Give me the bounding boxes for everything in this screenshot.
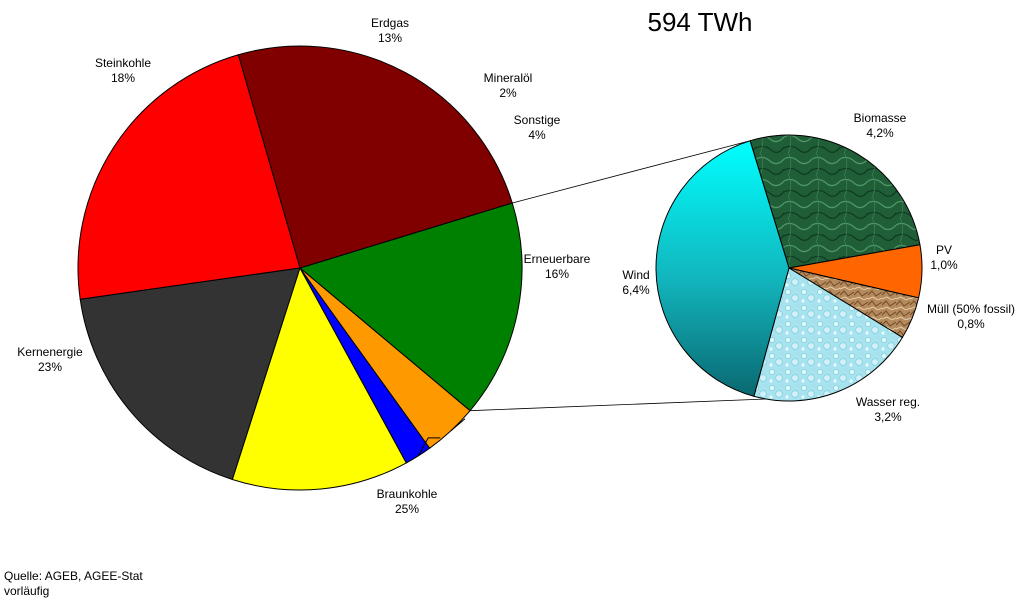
sub-slice-wind — [655, 140, 790, 397]
pie-slice-kernenergie — [77, 54, 301, 300]
slice-label-braunkohle: Braunkohle — [377, 487, 438, 501]
slice-label-steinkohle: Steinkohle — [95, 56, 151, 70]
slice-value-mineral-l: 2% — [499, 86, 517, 100]
connector-line-top — [512, 138, 757, 204]
pie-slice-sonstige — [299, 267, 471, 449]
slice-label-erneuerbare: Erneuerbare — [524, 252, 591, 266]
chart-title: 594 TWh — [647, 7, 752, 37]
slice-value-kernenergie: 23% — [38, 360, 62, 374]
pie-slice-erdgas — [231, 266, 407, 491]
sub-slice-wasser-reg — [753, 267, 904, 402]
leader-line-mineraloel — [417, 437, 441, 457]
connector-line-bottom — [470, 398, 766, 412]
connector-lines — [470, 138, 766, 412]
sub-value-biomasse: 4,2% — [866, 126, 894, 140]
pie-slice-steinkohle — [79, 267, 301, 481]
slice-label-sonstige: Sonstige — [514, 113, 561, 127]
sub-value-wind: 6,4% — [622, 283, 650, 297]
sub-label-biomasse: Biomasse — [854, 111, 907, 125]
slice-label-erdgas: Erdgas — [371, 16, 409, 30]
source-line: Quelle: AGEB, AGEE-Stat — [4, 569, 143, 583]
slice-label-mineral-l: Mineralöl — [484, 71, 533, 85]
sub-label-m-ll-50-fossil: Müll (50% fossil) — [927, 302, 1015, 316]
source-status: vorläufig — [4, 584, 50, 598]
slice-value-erdgas: 13% — [378, 31, 402, 45]
pie-slice-braunkohle — [237, 45, 513, 269]
slice-value-erneuerbare: 16% — [545, 267, 569, 281]
slice-value-sonstige: 4% — [528, 128, 546, 142]
main-pie — [77, 45, 523, 491]
slice-value-braunkohle: 25% — [395, 502, 419, 516]
sub-value-m-ll-50-fossil: 0,8% — [957, 317, 985, 331]
renewables-pie — [655, 134, 923, 402]
slice-value-steinkohle: 18% — [111, 71, 135, 85]
sub-label-wasser-reg: Wasser reg. — [856, 395, 920, 409]
slice-label-kernenergie: Kernenergie — [17, 345, 83, 359]
sub-slice-biomasse — [749, 134, 921, 269]
leader-line-sonstige — [450, 418, 466, 432]
sub-label-wind: Wind — [622, 268, 649, 282]
sub-value-wasser-reg: 3,2% — [874, 410, 902, 424]
sub-value-pv: 1,0% — [930, 258, 958, 272]
sub-label-pv: PV — [936, 243, 952, 257]
source-note: Quelle: AGEB, AGEE-Stat vorläufig — [4, 569, 143, 599]
pie-slice-erneuerbare — [298, 202, 523, 412]
